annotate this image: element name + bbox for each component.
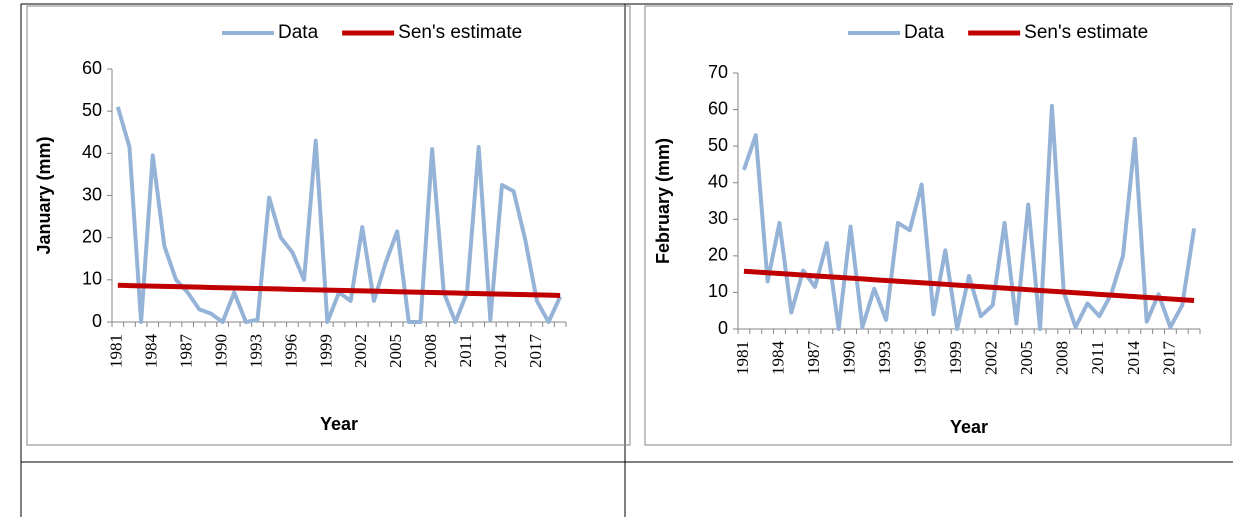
chart-frame (26, 5, 631, 446)
y-tick-label: 60 (82, 58, 102, 78)
x-tick-label: 2014 (1124, 341, 1143, 376)
y-tick-label: 10 (708, 281, 728, 301)
y-tick-label: 30 (82, 184, 102, 204)
y-tick-label: 40 (82, 142, 102, 162)
series-line (743, 268, 1195, 303)
y-tick-label: 60 (708, 98, 728, 118)
x-tick-label: 1987 (177, 334, 196, 369)
x-axis-title: Year (950, 417, 988, 437)
y-tick-label: 70 (708, 62, 728, 82)
x-tick-label: 1984 (142, 334, 161, 369)
x-tick-label: 2014 (491, 334, 510, 369)
legend-label: Sen's estimate (1024, 22, 1148, 43)
x-tick-label: 2005 (1017, 341, 1036, 375)
legend-label: Sen's estimate (398, 22, 522, 43)
series-line (742, 103, 1197, 331)
x-tick-label: 2017 (1159, 341, 1178, 376)
y-tick-label: 0 (92, 311, 102, 331)
y-tick-label: 20 (708, 245, 728, 265)
x-tick-label: 2002 (351, 334, 370, 368)
y-tick-label: 50 (708, 135, 728, 155)
x-tick-label: 2011 (456, 334, 475, 367)
x-tick-label: 1990 (839, 341, 858, 375)
x-tick-label: 2005 (386, 334, 405, 368)
x-tick-label: 1996 (281, 334, 300, 368)
y-tick-label: 10 (82, 269, 102, 289)
y-axis-title: January (mm) (34, 136, 54, 254)
x-tick-label: 1996 (911, 341, 930, 375)
x-tick-label: 1981 (733, 341, 752, 375)
y-tick-label: 40 (708, 171, 728, 191)
x-tick-label: 2011 (1088, 341, 1107, 374)
y-axis-title: February (mm) (653, 138, 673, 264)
x-tick-label: 1999 (316, 334, 335, 368)
x-tick-label: 1993 (246, 334, 265, 368)
chart: 0 10 20 30 40 50 60 70 1981 1984 1987 1990 1993 1996 1… (653, 22, 1201, 437)
series-line (117, 282, 561, 298)
x-axis-title: Year (320, 414, 358, 434)
x-tick-label: 1990 (211, 334, 230, 368)
chart-frame (644, 5, 1232, 446)
y-tick-label: 0 (718, 318, 728, 338)
legend-label: Data (278, 22, 319, 43)
x-tick-label: 2008 (421, 334, 440, 368)
x-tick-label: 1984 (768, 341, 787, 376)
y-tick-label: 20 (82, 226, 102, 246)
x-tick-label: 1987 (804, 341, 823, 376)
x-tick-label: 1993 (875, 341, 894, 375)
x-tick-label: 2017 (526, 334, 545, 369)
chart: 0 10 20 30 40 50 60 1981 1984 1987 1990 1993 1996 199… (34, 22, 567, 434)
x-tick-label: 1999 (946, 341, 965, 375)
x-tick-label: 2002 (982, 341, 1001, 375)
legend-label: Data (904, 22, 945, 43)
y-tick-label: 50 (82, 100, 102, 120)
y-tick-label: 30 (708, 208, 728, 228)
table-lines (20, 3, 1233, 517)
x-tick-label: 1981 (107, 334, 126, 368)
x-tick-label: 2008 (1053, 341, 1072, 375)
